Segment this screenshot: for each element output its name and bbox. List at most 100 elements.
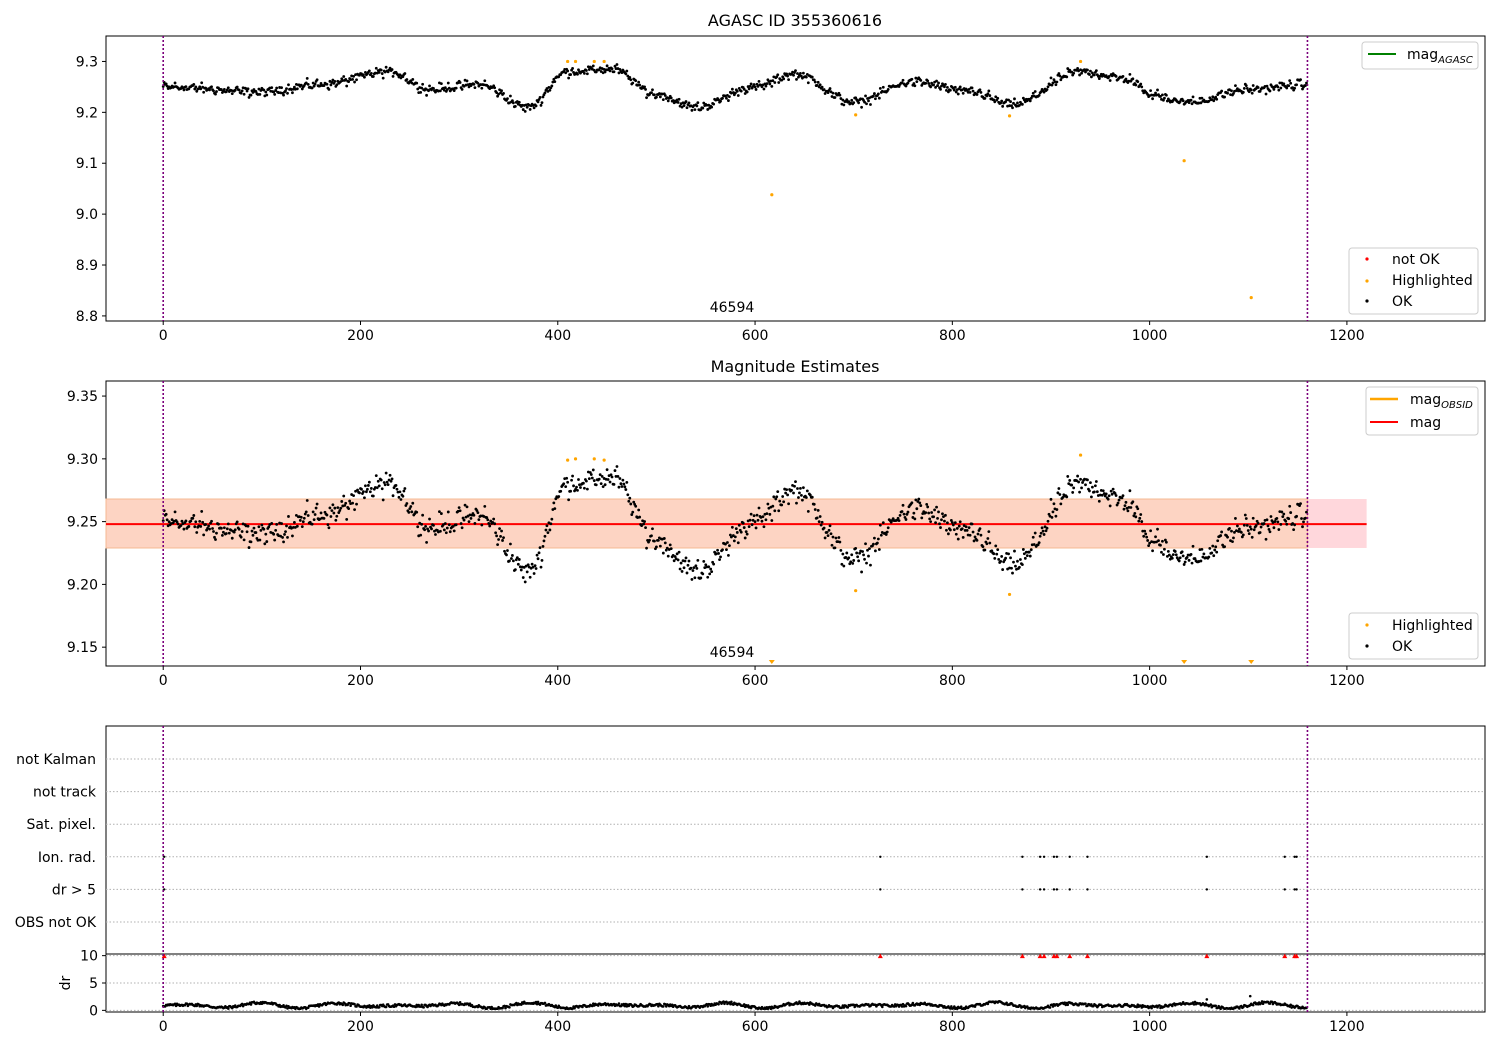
ok-point [863,100,866,104]
ok-point [760,519,764,523]
ok-point [645,546,648,550]
y-tick-label: 8.9 [76,258,98,274]
ok-point [1236,524,1239,528]
dr-point [317,1005,321,1008]
ok-point [353,80,356,84]
ok-point [1256,521,1260,525]
legend-label-main: mag [1410,392,1441,408]
ok-point [610,475,614,479]
legend-box [1361,41,1479,70]
ok-point [541,545,545,548]
ok-point [798,491,801,495]
ok-point [861,550,864,553]
ok-point [668,543,672,547]
ok-point [689,566,693,570]
ok-point [792,73,795,77]
ok-point [669,96,673,100]
ok-point [852,559,856,562]
ok-point [913,517,917,521]
ok-point [432,87,435,90]
ok-point [376,479,380,483]
ok-point [773,509,777,513]
ok-point [704,563,708,567]
ok-point [833,96,837,99]
ok-point [369,72,373,75]
ok-point [184,519,188,523]
ok-point [610,67,614,71]
ok-point [245,530,249,534]
ok-point [1022,552,1026,556]
ok-point [1277,88,1281,92]
ok-point [756,518,760,522]
ok-point [986,92,990,96]
ok-point [1182,563,1186,566]
panel1-x-ticks: 0 200 400 600 800 1000 1200 [159,321,1365,344]
ok-point [929,85,933,89]
ok-point [454,86,458,90]
ok-point [1291,522,1295,525]
ok-point [479,83,483,86]
ok-point [380,487,384,491]
ok-point [430,527,433,531]
ok-point [344,78,348,81]
ok-point [379,68,383,72]
panel2-legend-top: magOBSID mag [1365,386,1479,436]
ok-point [656,538,660,542]
ok-point [775,495,779,499]
ok-point [576,488,579,492]
ok-point [506,549,509,552]
ok-point [191,516,195,520]
x-tick-label: 400 [544,673,571,689]
y-tick-label: 9.0 [76,207,98,223]
ok-point [946,90,950,94]
ok-point [531,565,535,569]
ok-point [860,105,863,109]
ok-point [863,557,866,561]
legend-marker-ok [1365,299,1369,303]
highlighted-point [573,59,578,64]
ok-point [463,503,467,507]
ok-point [1054,514,1058,518]
ok-point [830,543,834,547]
ok-point [1254,524,1258,527]
ok-point [1094,480,1098,483]
ok-point [1154,535,1157,539]
ok-point [222,526,226,530]
ok-point [1111,487,1115,491]
ok-point [684,100,688,103]
ok-point [735,531,739,534]
ok-point [623,485,627,489]
ok-point [262,88,266,92]
ok-point [167,520,171,524]
ok-point [184,85,188,89]
ok-point [1181,554,1185,558]
ok-point [1070,483,1074,487]
ok-point [182,88,186,92]
ok-point [751,518,755,522]
ok-point [626,74,630,78]
ok-point [1009,100,1012,103]
ok-point [319,81,323,85]
ok-point [1008,104,1011,108]
ok-point [1059,78,1063,82]
ok-point [1066,67,1070,70]
ok-point [932,515,935,519]
ok-point [953,521,957,525]
ok-point [694,564,698,568]
ok-point [727,99,730,102]
ok-point [1285,522,1289,526]
flag-point [1052,855,1056,858]
ok-point [394,484,398,487]
dr-point [1251,1003,1255,1007]
ok-point [491,521,495,524]
ok-point [1287,517,1291,521]
dr-point [1205,998,1209,1001]
ok-point [876,537,880,541]
dr-clipped-marker [161,953,167,959]
ok-point [666,99,670,103]
highlighted-point [602,458,606,462]
ok-point [189,519,193,523]
ok-point [687,101,691,105]
ok-point [877,548,881,551]
ok-point [351,78,355,81]
